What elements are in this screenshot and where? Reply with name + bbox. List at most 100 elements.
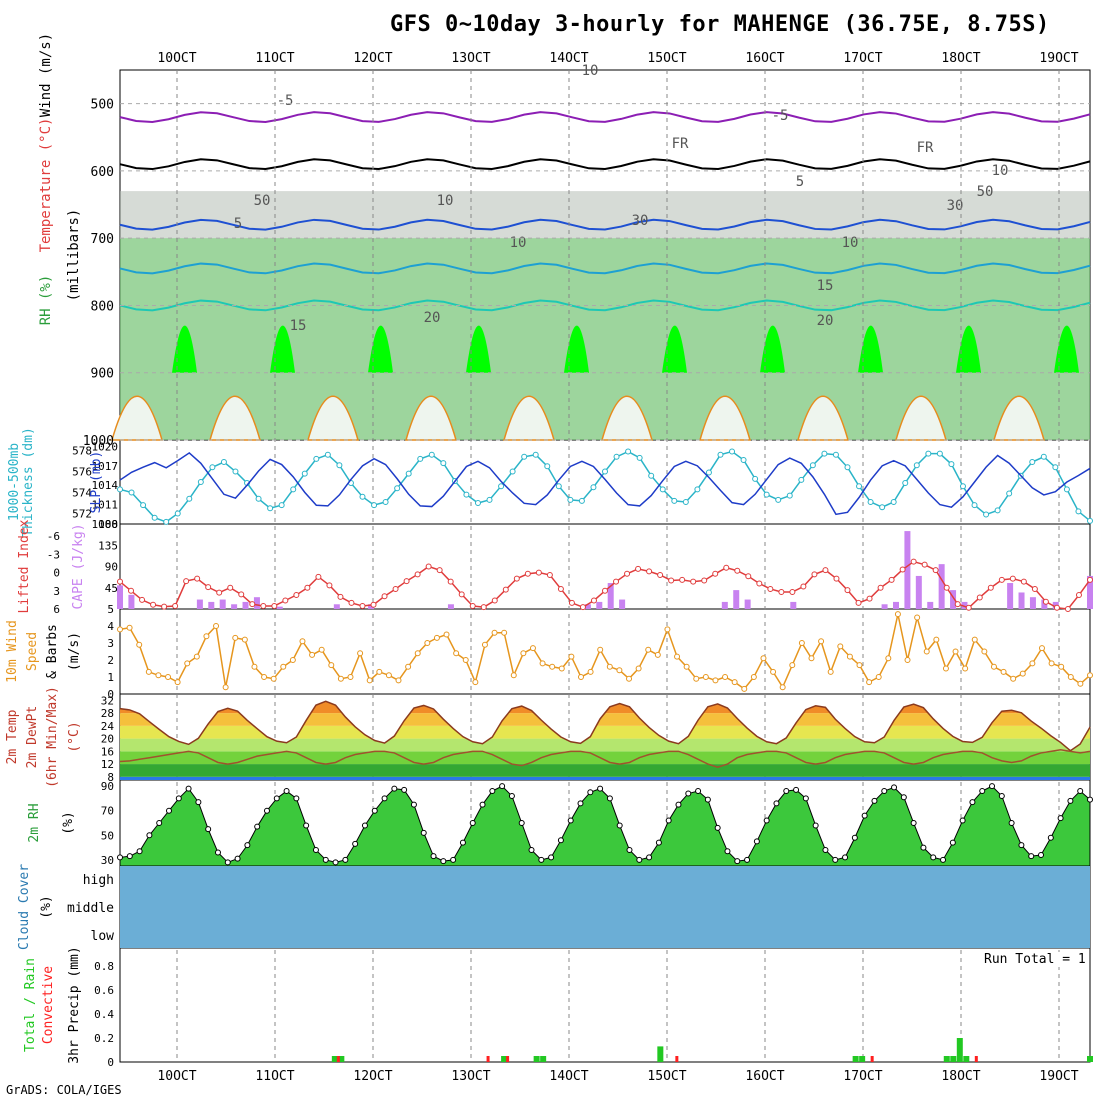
- thickness-point-17: [313, 455, 320, 462]
- wind-speed-point-96: [1038, 645, 1045, 652]
- lifted-index-point-10: [227, 584, 234, 591]
- rh-2m-point-92: [1018, 842, 1025, 849]
- thickness-point-81: [1052, 464, 1059, 471]
- lifted-index-point-65: [833, 575, 840, 582]
- wind-speed-point-34: [443, 631, 450, 638]
- wind-tick-2: 3: [107, 637, 114, 650]
- rh-2m-point-31: [420, 829, 427, 836]
- rh-2m-point-14: [254, 823, 261, 830]
- thickness-point-74: [971, 502, 978, 509]
- lifted-index-point-29: [436, 567, 443, 574]
- wind-speed-point-57: [664, 626, 671, 633]
- rh-2m-point-96: [1057, 815, 1064, 822]
- lifted-index-point-26: [403, 578, 410, 585]
- rh-2m-point-9: [205, 826, 212, 833]
- wind-speed-point-4: [155, 672, 162, 679]
- lifted-index-point-21: [348, 599, 355, 606]
- cape-tick-2: 90: [105, 561, 118, 574]
- rh-2m-point-74: [842, 854, 849, 861]
- contour-label-13: 30: [632, 213, 649, 229]
- thickness-point-46: [648, 472, 655, 479]
- thickness-point-10: [232, 468, 239, 475]
- thickness-point-30: [463, 491, 470, 498]
- thickness-point-68: [902, 480, 909, 487]
- thickness-point-70: [925, 450, 932, 457]
- rh-2m-point-8: [195, 799, 202, 806]
- lifted-index-point-11: [238, 591, 245, 598]
- temp-ylabel-2: (6hr Min/Max): [45, 686, 60, 788]
- rh-2m-point-76: [861, 812, 868, 819]
- thickness-point-72: [948, 461, 955, 468]
- rh-2m-point-50: [606, 795, 613, 802]
- rh-2m-point-5: [165, 807, 172, 814]
- wind-speed-point-62: [712, 677, 719, 684]
- lifted-index-point-64: [822, 567, 829, 574]
- warm-dome-1: [209, 395, 261, 441]
- wind-speed-point-3: [145, 668, 152, 675]
- wind-speed-point-27: [376, 668, 383, 675]
- rh-2m-point-86: [959, 817, 966, 824]
- rh-2m-point-10: [214, 849, 221, 856]
- top-xtick-6: 16OCT: [745, 51, 784, 66]
- rh-2m-point-19: [303, 822, 310, 829]
- precip-total-bar-129: [956, 1038, 963, 1062]
- temp-tick-6: 8: [107, 771, 114, 784]
- thickness-point-71: [936, 450, 943, 457]
- wind-speed-point-32: [424, 640, 431, 646]
- rh-2m-point-60: [704, 796, 711, 803]
- contour-label-7: 10: [842, 235, 859, 251]
- rh-2m-point-39: [499, 783, 506, 790]
- cape-bar-9: [219, 599, 226, 609]
- temp-band-0: [120, 776, 1090, 780]
- temperature-contour-0: [119, 111, 1091, 123]
- temp-tick-3: 20: [101, 733, 114, 746]
- lifted-index-point-71: [899, 566, 906, 573]
- wind-speed-point-70: [789, 662, 796, 669]
- temp-band-3: [120, 738, 1090, 752]
- precip-total-bar-33: [331, 1056, 338, 1062]
- contour-label-8: 15: [817, 278, 834, 294]
- wind-speed-point-10: [213, 623, 220, 629]
- wind-speed-point-14: [251, 663, 258, 670]
- wind-speed-point-24: [347, 674, 354, 680]
- wind-speed-point-52: [616, 667, 623, 674]
- rh-moist-plume-9: [1054, 325, 1079, 373]
- lifted-index-point-42: [579, 604, 586, 611]
- wind-speed-point-71: [798, 640, 805, 646]
- thickness-tick-1: 576: [72, 466, 92, 479]
- thickness-tick-3: 572: [72, 508, 92, 521]
- top-xtick-2: 12OCT: [353, 51, 392, 66]
- lifted-index-point-69: [877, 584, 884, 591]
- rh-2m-point-54: [646, 854, 653, 861]
- lifted-index-point-38: [535, 569, 542, 576]
- rh-2m-point-25: [361, 822, 368, 829]
- rh-2m-point-95: [1047, 834, 1054, 841]
- run-total-label: Run Total = 1: [984, 952, 1086, 967]
- thickness-point-8: [209, 464, 216, 471]
- wind-speed-point-37: [472, 679, 479, 686]
- cape-bar-44: [619, 599, 626, 609]
- wind-speed-point-36: [462, 657, 469, 663]
- precip-total-bar-149: [1087, 1056, 1093, 1062]
- thickness-point-82: [1063, 486, 1070, 493]
- thickness-point-28: [440, 460, 447, 467]
- top-xtick-3: 13OCT: [451, 51, 490, 66]
- thickness-point-3: [151, 514, 158, 521]
- pressure-tick-900: 900: [91, 367, 114, 382]
- cape-bar-67: [881, 604, 888, 609]
- rh-2m-point-28: [391, 785, 398, 792]
- lifted-index-point-47: [635, 565, 642, 572]
- lifted-index-tick-3: 3: [53, 585, 60, 598]
- thickness-slp-ylabel-1: Thickness (dm): [21, 427, 36, 537]
- wind-speed-point-23: [337, 675, 344, 682]
- thickness-point-48: [671, 497, 678, 504]
- lifted-index-point-81: [1009, 575, 1016, 582]
- lifted-index-point-88: [1087, 576, 1093, 583]
- temp-tick-4: 16: [101, 745, 114, 758]
- rh-2m-point-29: [401, 786, 408, 793]
- rh-2m-point-33: [440, 858, 447, 865]
- wind-speed-point-69: [779, 684, 786, 691]
- rh-2m-point-44: [548, 854, 555, 861]
- temp-ylabel-0: 2m Temp: [5, 709, 20, 764]
- lifted-index-point-16: [293, 592, 300, 599]
